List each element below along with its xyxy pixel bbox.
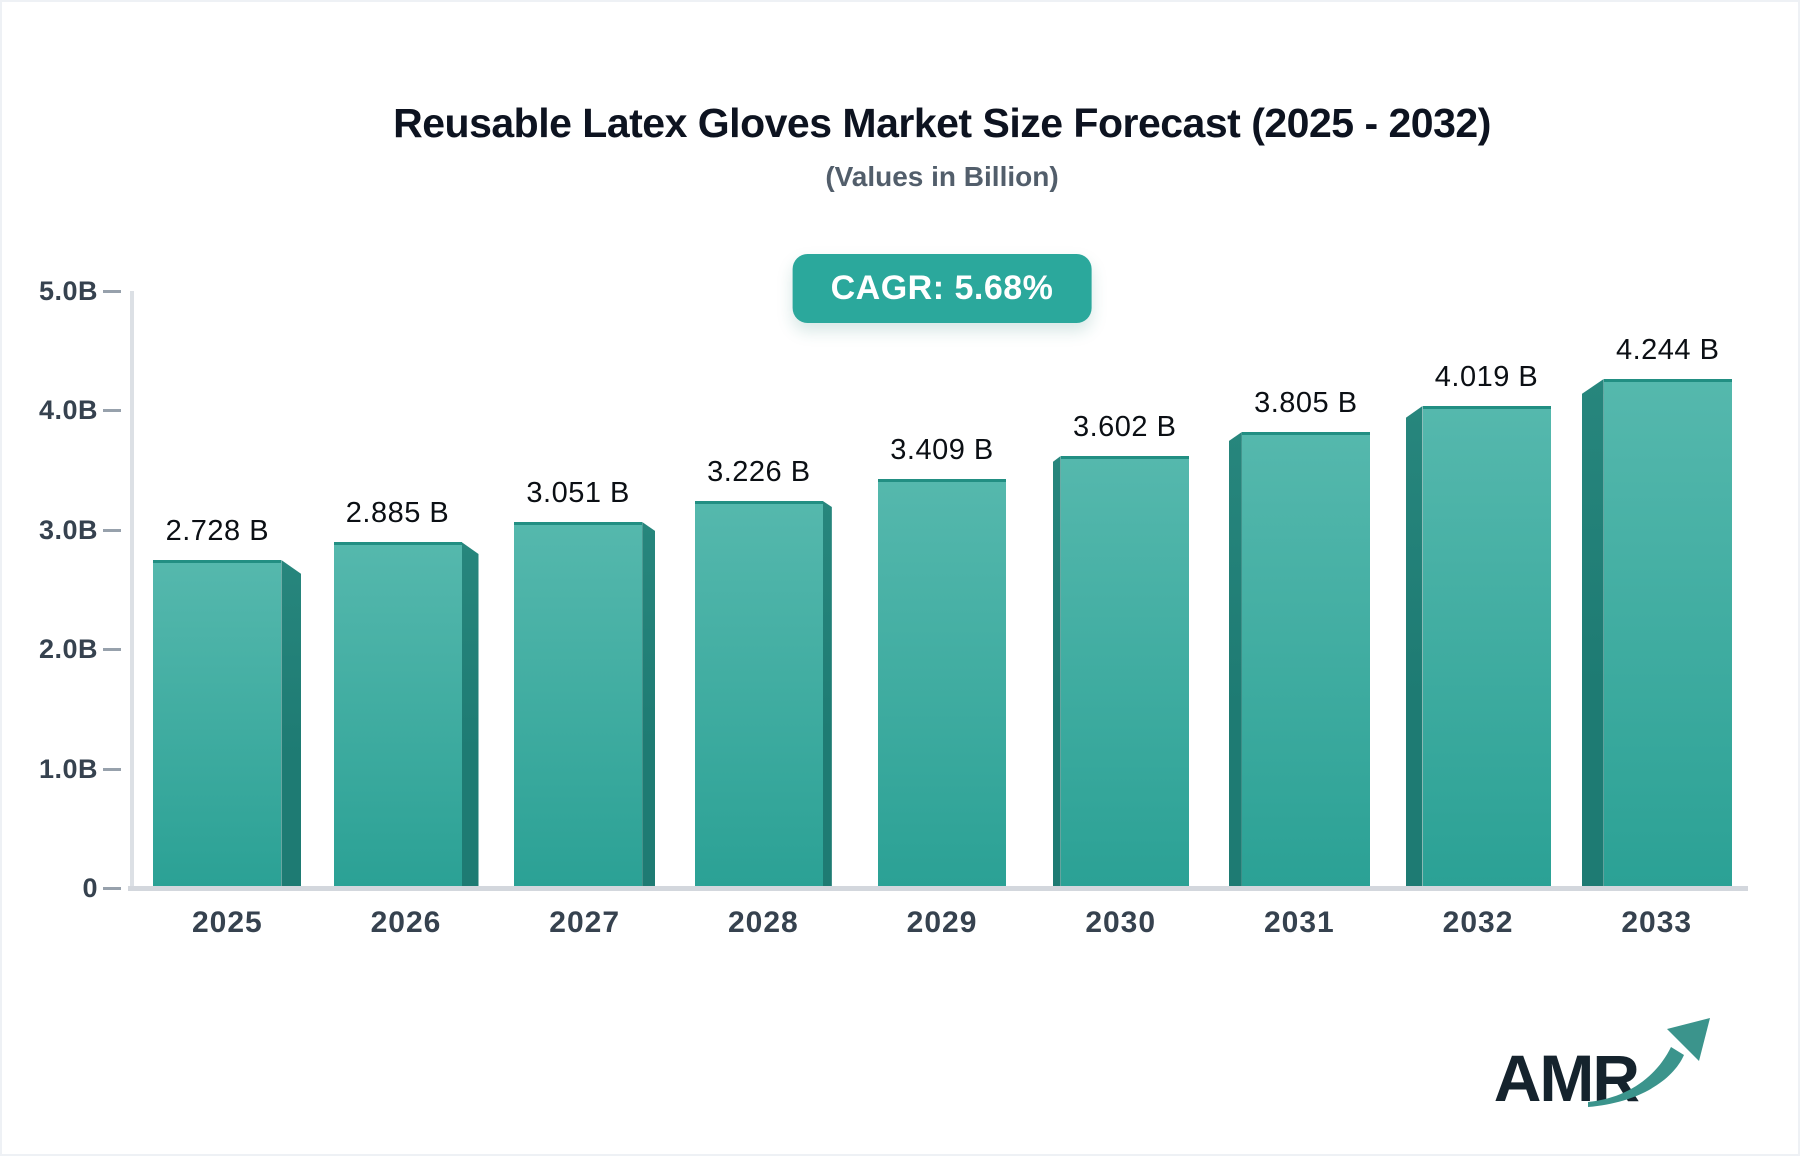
chart-header: Reusable Latex Gloves Market Size Foreca… — [138, 2, 1746, 193]
y-tick-label: 5.0B — [38, 276, 98, 306]
bar-2027 — [514, 522, 656, 886]
y-tick-label: 4.0B — [38, 395, 98, 426]
bar-value-label: 2.885 B — [345, 497, 450, 529]
x-axis-labels: 2025 2026 2027 2028 2029 2030 2031 2032 2033 — [138, 906, 1746, 940]
bar-series: 2.728 B 2.885 B 3.051 B 3.226 B 3.409 B 3.602… — [138, 252, 1746, 886]
bar-2028 — [694, 501, 832, 886]
growth-arrow-icon — [1588, 1018, 1710, 1107]
x-tick-label-2027: 2027 — [549, 906, 621, 939]
bar-value-label: 3.805 B — [1254, 387, 1358, 419]
y-tick-label: 1.0B — [38, 753, 98, 784]
bar-side-face — [1228, 432, 1242, 886]
bar-side-face — [461, 542, 479, 886]
bar-face — [694, 501, 823, 886]
x-tick-label-2026: 2026 — [370, 906, 442, 939]
bar-slot-2029: 3.409 B — [853, 252, 1032, 886]
chart-subtitle: (Values in Billion) — [825, 161, 1059, 192]
bar-slot-2027: 3.051 B — [495, 252, 674, 886]
bar-side-face — [1405, 406, 1423, 886]
y-tick-label: 3.0B — [38, 514, 98, 545]
y-tick-mark — [103, 528, 121, 532]
y-tick-mark — [103, 767, 121, 771]
y-tick-label: 0 — [82, 873, 98, 903]
y-tick-mark — [103, 648, 121, 652]
x-tick-label-2031: 2031 — [1263, 906, 1335, 939]
x-tick-label-2032: 2032 — [1442, 906, 1514, 939]
bar-side-face — [1581, 379, 1604, 886]
bar-2031 — [1228, 432, 1370, 886]
bar-side-face — [281, 560, 302, 886]
x-tick-label-2028: 2028 — [727, 906, 799, 939]
bar-slot-2031: 3.805 B — [1210, 252, 1389, 886]
bar-value-label: 3.602 B — [1072, 411, 1177, 443]
bar-value-label: 3.051 B — [526, 477, 630, 509]
bar-2029 — [878, 479, 1007, 886]
x-tick-label-2029: 2029 — [906, 906, 978, 939]
y-tick-mark — [103, 409, 121, 413]
bar-value-label: 3.409 B — [890, 434, 994, 466]
bar-slot-2028: 3.226 B — [674, 252, 853, 886]
x-tick-label-2025: 2025 — [191, 906, 263, 939]
bar-face — [1060, 456, 1189, 886]
bar-2025 — [153, 560, 302, 886]
bar-2030 — [1052, 456, 1189, 886]
bar-face — [878, 479, 1007, 886]
bar-value-label: 4.019 B — [1434, 361, 1539, 393]
bar-2033 — [1581, 379, 1732, 886]
bar-value-label: 2.728 B — [165, 515, 270, 547]
bar-value-label: 4.244 B — [1615, 334, 1720, 366]
x-tick-label-2033: 2033 — [1621, 906, 1693, 939]
y-tick-mark — [103, 290, 121, 293]
bar-slot-2030: 3.602 B — [1031, 252, 1210, 886]
bar-side-face — [822, 501, 832, 886]
bar-2026 — [333, 542, 479, 886]
bar-face — [514, 522, 643, 886]
bar-face — [1603, 379, 1732, 886]
y-axis-line — [130, 291, 134, 886]
bar-value-label: 3.226 B — [707, 456, 811, 488]
bar-face — [153, 560, 282, 886]
bar-slot-2026: 2.885 B — [317, 252, 496, 886]
bar-face — [333, 542, 462, 886]
bar-2032 — [1405, 406, 1551, 886]
y-tick-mark — [103, 887, 121, 890]
amr-logo: AMR — [1494, 1014, 1714, 1111]
bar-side-face — [1052, 456, 1061, 886]
bar-slot-2033: 4.244 B — [1567, 252, 1746, 886]
y-tick-label: 2.0B — [38, 634, 98, 665]
chart-title: Reusable Latex Gloves Market Size Foreca… — [393, 100, 1491, 146]
bar-slot-2032: 4.019 B — [1389, 252, 1568, 886]
bar-face — [1422, 406, 1551, 886]
cagr-badge: CAGR: 5.68% — [792, 254, 1092, 323]
bar-side-face — [642, 522, 656, 886]
x-tick-label-2030: 2030 — [1085, 906, 1157, 939]
x-axis-line — [128, 886, 1748, 891]
bar-face — [1241, 432, 1370, 886]
bar-slot-2025: 2.728 B — [138, 252, 317, 886]
